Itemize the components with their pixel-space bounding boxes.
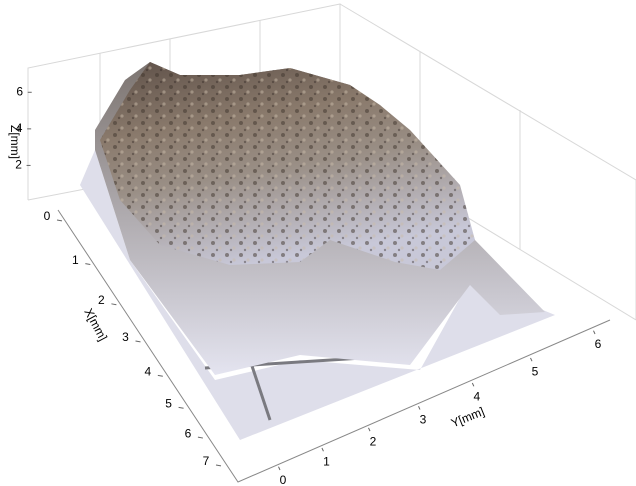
x-tick-mark xyxy=(111,303,117,306)
y-tick-label: 4 xyxy=(474,389,481,403)
x-tick-label: 5 xyxy=(165,397,172,411)
y-tick-mark xyxy=(278,466,281,471)
y-tick-label: 1 xyxy=(323,454,330,468)
y-tick-label: 3 xyxy=(420,413,427,427)
x-tick-mark xyxy=(56,219,63,222)
x-tick-label: 4 xyxy=(144,365,151,379)
y-tick-mark xyxy=(321,447,324,452)
y-tick-mark xyxy=(418,406,421,410)
z-tick-label: 6 xyxy=(16,84,23,98)
z-axis-label: Z[mm] xyxy=(8,125,22,159)
x-tick-mark xyxy=(197,436,204,439)
z-tick-label: 2 xyxy=(15,158,22,172)
x-tick-mark xyxy=(157,374,163,377)
y-tick-mark xyxy=(593,330,596,335)
x-tick-label: 2 xyxy=(98,293,105,307)
y-tick-mark xyxy=(530,357,533,362)
x-tick-mark xyxy=(135,340,141,343)
y-tick-label: 5 xyxy=(532,364,539,378)
x-tick-mark xyxy=(85,263,91,266)
y-tick-label: 0 xyxy=(280,473,287,486)
y-tick-mark xyxy=(368,427,371,432)
x-axis-label: X[mm] xyxy=(81,306,110,343)
x-tick-mark xyxy=(215,464,222,467)
x-tick-label: 6 xyxy=(185,426,192,440)
y-tick-mark xyxy=(471,382,475,387)
x-tick-label: 7 xyxy=(203,454,210,468)
x-tick-mark xyxy=(178,406,184,409)
surface xyxy=(80,62,555,440)
x-tick-label: 0 xyxy=(44,209,51,223)
x-tick-label: 3 xyxy=(122,330,129,344)
z-tick-label: 4 xyxy=(16,121,23,135)
x-tick-label: 1 xyxy=(72,253,79,267)
y-tick-label: 6 xyxy=(595,337,602,351)
y-tick-label: 2 xyxy=(370,434,377,448)
y-axis-label: Y[mm] xyxy=(449,404,486,430)
